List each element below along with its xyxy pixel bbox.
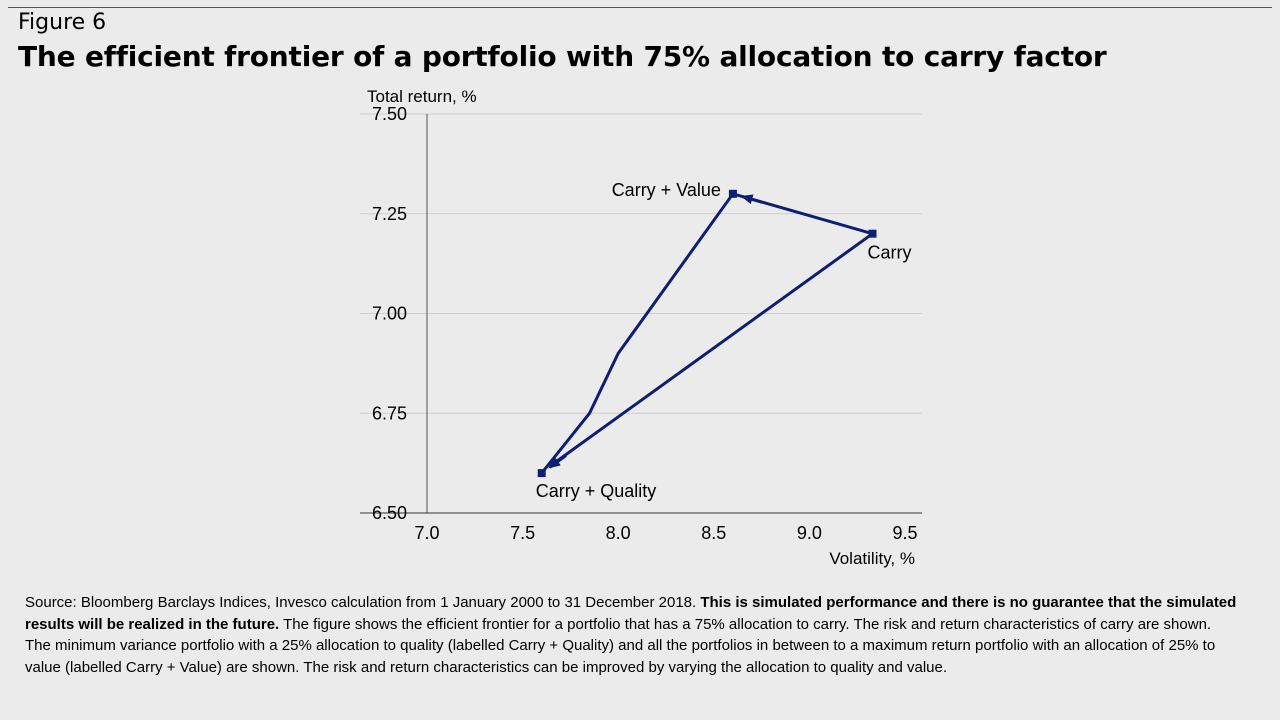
arrow bbox=[740, 194, 763, 205]
top-rule bbox=[8, 7, 1272, 8]
point-label: Carry + Quality bbox=[536, 481, 657, 501]
y-tick-label: 7.25 bbox=[372, 204, 407, 224]
source-text-2: The figure shows the efficient frontier … bbox=[25, 615, 1216, 676]
y-tick-label: 7.00 bbox=[372, 304, 407, 324]
y-axis-label: Total return, % bbox=[367, 87, 477, 106]
point-marker bbox=[868, 229, 877, 238]
source-disclaimer: This is simulated performance and there … bbox=[25, 594, 1237, 633]
x-tick-label: 8.5 bbox=[701, 523, 726, 543]
x-tick-label: 7.0 bbox=[414, 523, 439, 543]
chart: 6.50 6.75 7.00 7.25 7.50 7.0 7.5 8.0 8.5 9.0 9.5 To… bbox=[360, 87, 922, 568]
point-label: Carry + Value bbox=[612, 180, 721, 200]
y-tick-label: 6.75 bbox=[372, 403, 407, 423]
x-tick-label: 9.0 bbox=[797, 523, 822, 543]
source-note: Source: Bloomberg Barclays Indices, Inve… bbox=[25, 592, 1240, 678]
x-tick-label: 7.5 bbox=[510, 523, 535, 543]
x-tick-label: 9.5 bbox=[892, 523, 917, 543]
x-tick-label: 8.0 bbox=[606, 523, 631, 543]
y-tick-label: 7.50 bbox=[372, 104, 407, 124]
x-axis-label: Volatility, % bbox=[829, 549, 915, 568]
point-marker bbox=[728, 189, 737, 198]
figure-title: The efficient frontier of a portfolio wi… bbox=[18, 40, 1107, 73]
arrow bbox=[548, 454, 567, 469]
source-text-1: Source: Bloomberg Barclays Indices, Inve… bbox=[25, 594, 701, 611]
point-marker bbox=[537, 469, 546, 478]
y-tick-label: 6.50 bbox=[372, 503, 407, 523]
figure-label: Figure 6 bbox=[18, 10, 107, 35]
frontier-line bbox=[540, 192, 876, 475]
point-label: Carry bbox=[867, 243, 911, 263]
